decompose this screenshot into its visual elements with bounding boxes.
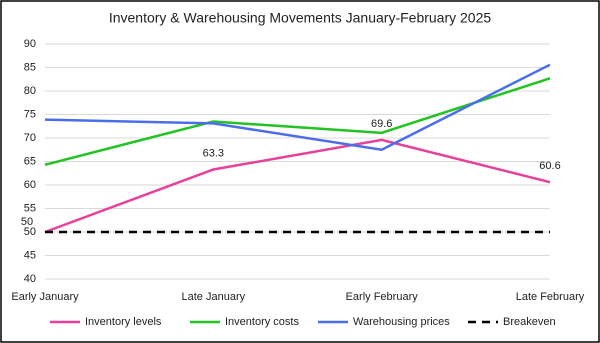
- data-label: 63.3: [203, 147, 224, 159]
- y-tick-label: 50: [24, 226, 36, 238]
- series-line: [44, 138, 551, 234]
- x-tick-label: Late February: [516, 291, 585, 303]
- legend-label: Warehousing prices: [353, 316, 450, 328]
- chart-title: Inventory & Warehousing Movements Januar…: [109, 10, 492, 26]
- data-label: 50: [21, 216, 33, 228]
- y-tick-label: 75: [24, 108, 36, 120]
- y-tick-label: 85: [24, 61, 36, 73]
- legend-label: Breakeven: [503, 316, 556, 328]
- y-tick-label: 65: [24, 155, 36, 167]
- data-label: 69.6: [371, 118, 392, 130]
- data-label: 60.6: [539, 160, 560, 172]
- x-tick-label: Early February: [346, 291, 419, 303]
- series-line: [44, 63, 551, 152]
- y-tick-label: 60: [24, 179, 36, 191]
- x-tick-label: Early January: [11, 291, 79, 303]
- y-tick-label: 80: [24, 85, 36, 97]
- y-tick-label: 55: [24, 202, 36, 214]
- y-tick-label: 70: [24, 132, 36, 144]
- legend-label: Inventory levels: [85, 316, 162, 328]
- legend-label: Inventory costs: [225, 316, 299, 328]
- y-tick-label: 90: [24, 38, 36, 50]
- y-tick-label: 40: [24, 273, 36, 285]
- x-tick-label: Late January: [182, 291, 246, 303]
- series-line: [44, 77, 551, 167]
- y-tick-label: 45: [24, 249, 36, 261]
